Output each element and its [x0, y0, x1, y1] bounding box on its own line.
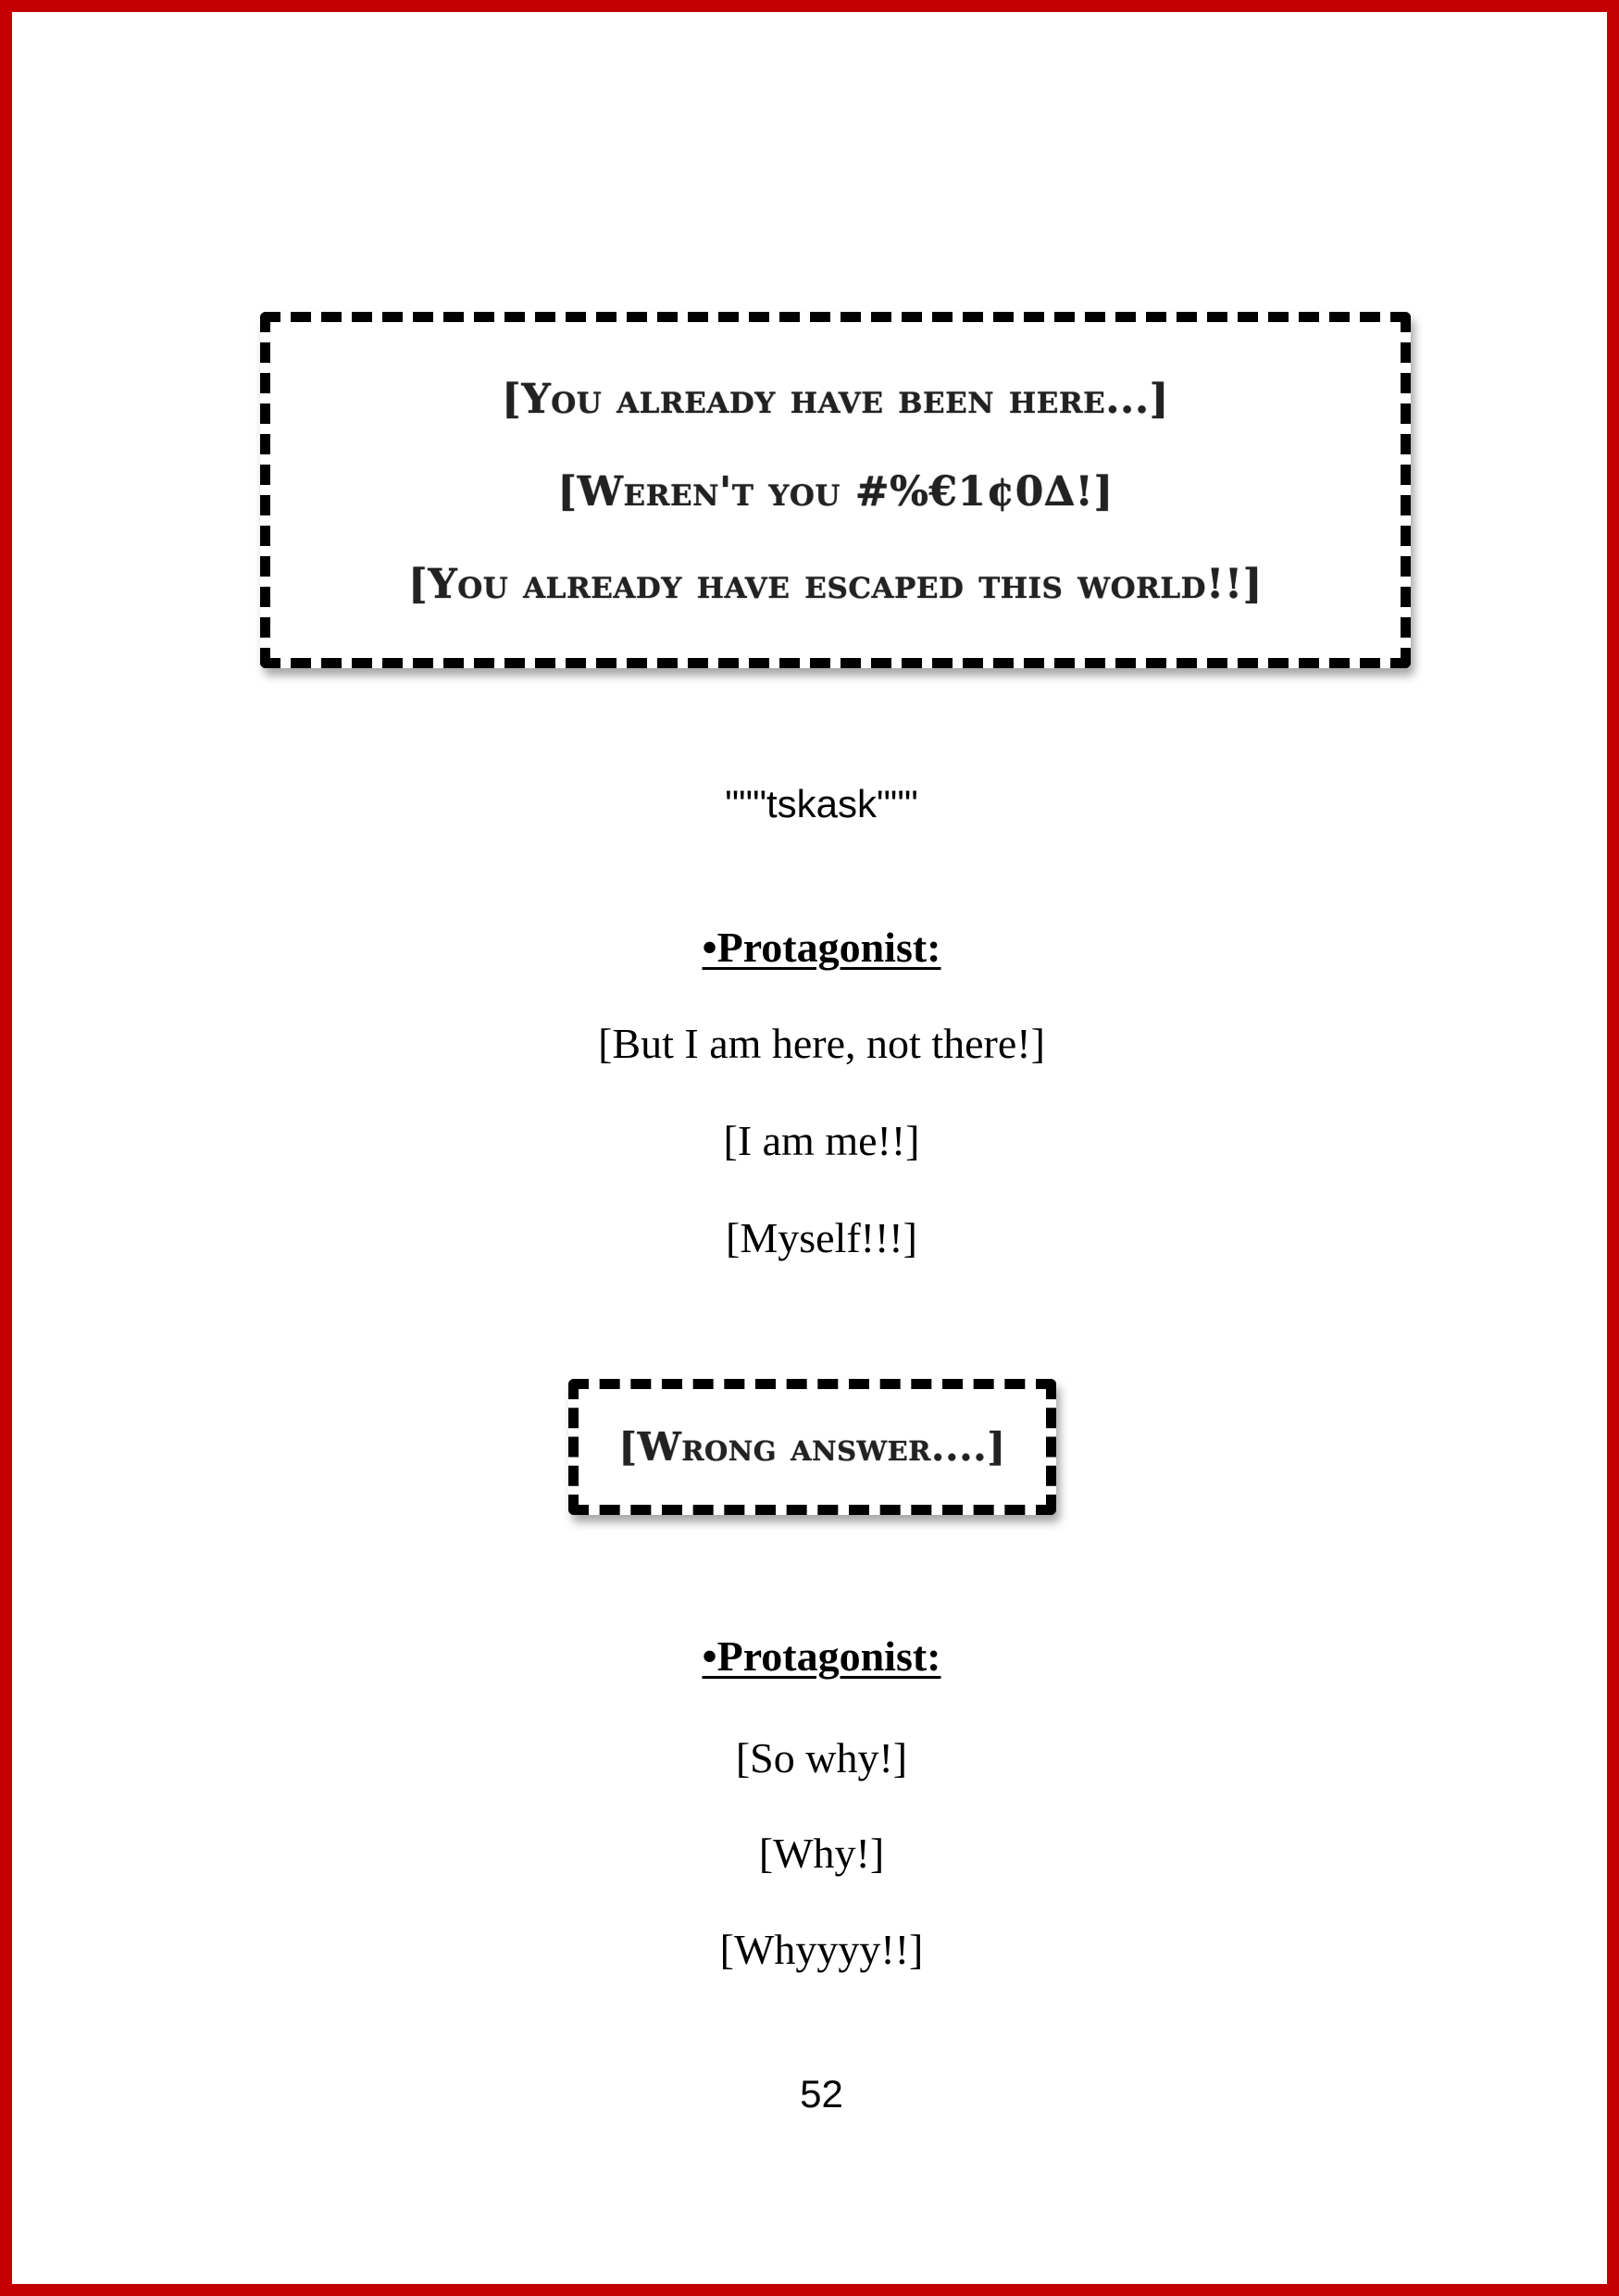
dialogue-line: [So why!] [735, 1734, 908, 1781]
dialogue-line: [Why!] [758, 1830, 885, 1877]
page-number: 52 [800, 2072, 843, 2116]
sound-effect-text: """tskask""" [725, 782, 918, 825]
system-message-line: [You already have been here...] [502, 376, 1169, 424]
system-message-box: [Wrong answer....] [568, 1379, 1056, 1515]
system-message-box: [You already have been here...] [Weren't… [260, 312, 1411, 668]
dialogue-line: [I am me!!] [723, 1117, 920, 1164]
dialogue-line: [But I am here, not there!] [598, 1020, 1045, 1067]
system-message-line: [Wrong answer....] [618, 1424, 1006, 1470]
dialogue-line: [Myself!!!] [726, 1214, 917, 1261]
speaker-label: •Protagonist: [702, 924, 941, 971]
system-message-line: [Weren't you #%€1¢0∆!] [557, 467, 1114, 515]
system-message-line: [You already have escaped this world!!] [408, 560, 1263, 608]
dialogue-line: [Whyyyy!!] [719, 1926, 924, 1973]
speaker-label: •Protagonist: [702, 1632, 941, 1680]
